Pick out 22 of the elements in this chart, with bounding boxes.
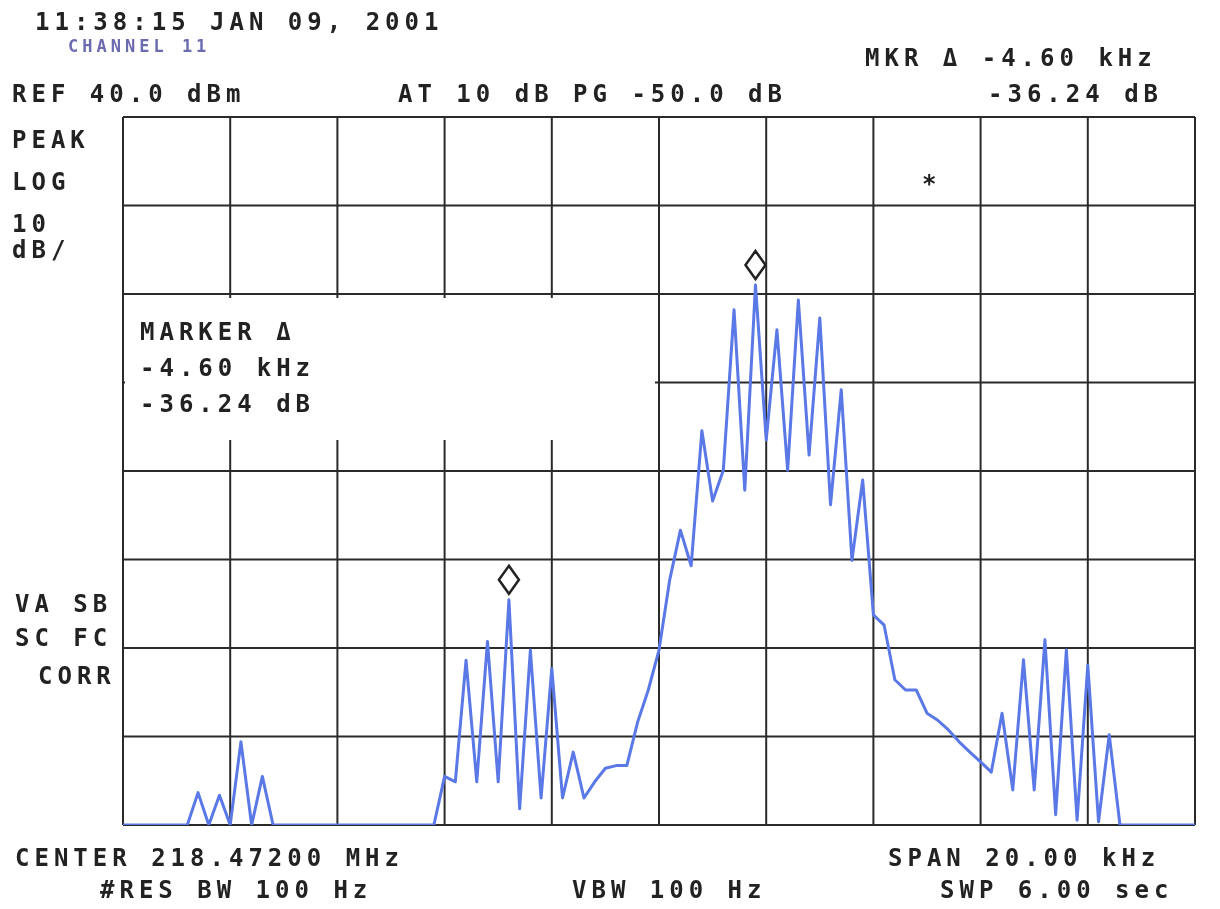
text: #RES BW 100 Hz (100, 876, 373, 904)
text: VBW 100 Hz (572, 876, 767, 904)
text: 11:38:15 JAN 09, 2001 (35, 8, 444, 36)
text: PEAK (12, 126, 90, 154)
text: LOG (12, 168, 71, 196)
text: VA SB (15, 590, 113, 618)
text: -36.24 dB (988, 80, 1164, 108)
text: CENTER 218.47200 MHz (15, 844, 404, 872)
annotation: -4.60 kHz (140, 354, 316, 382)
text: SPAN 20.00 kHz (888, 844, 1161, 872)
text: AT 10 dB PG -50.0 dB (398, 80, 787, 108)
text: * (922, 170, 942, 198)
annotation: -36.24 dB (140, 390, 316, 418)
text: 10 (12, 210, 51, 238)
text: MKR Δ -4.60 kHz (865, 44, 1157, 72)
text: CHANNEL 11 (68, 36, 211, 56)
text: dB/ (12, 236, 71, 264)
text: SC FC (15, 624, 113, 652)
annotation: MARKER Δ (140, 318, 296, 346)
text: CORR (38, 662, 116, 690)
text: REF 40.0 dBm (12, 80, 246, 108)
text: SWP 6.00 sec (940, 876, 1174, 904)
